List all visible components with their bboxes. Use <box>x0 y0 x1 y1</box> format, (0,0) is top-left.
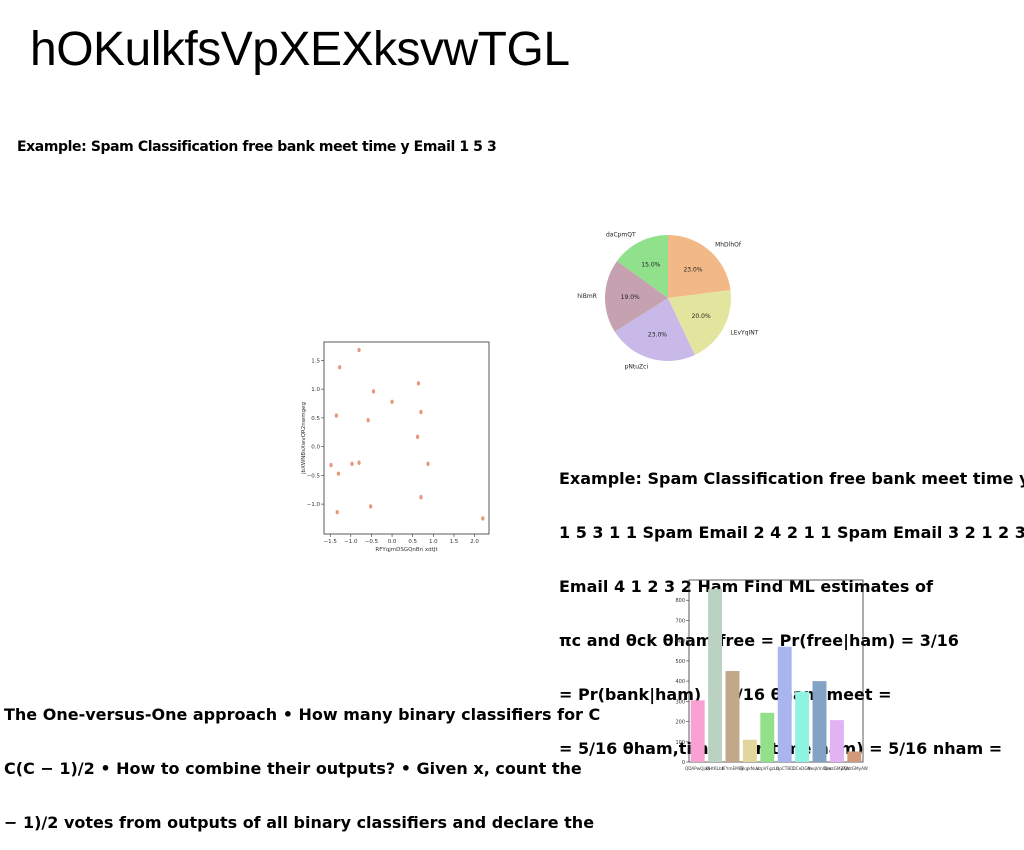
scatter-point <box>366 417 370 423</box>
scatter-point <box>336 471 341 476</box>
scatter-point <box>371 389 376 394</box>
text-line: C(C − 1)/2 • How to combine their output… <box>4 759 582 778</box>
y-tick-label: 400 <box>675 679 685 685</box>
scatter-point <box>481 516 485 521</box>
pie-slice <box>668 235 731 298</box>
scatter-point <box>329 462 333 468</box>
bar <box>742 739 757 762</box>
pie-pct-label: 20.0% <box>692 313 711 320</box>
bar-chart: 0 100 200 300 400 500 600 700 800 QDAPwQjaNQHtRLb… <box>675 579 868 771</box>
scatter-point <box>357 347 361 353</box>
y-tick-label: 700 <box>675 618 685 624</box>
y-tick-label: 0.5 <box>311 416 320 422</box>
bar <box>760 712 775 762</box>
x-tick-label: 1.0 <box>429 539 438 545</box>
x-tick-label: 0.5 <box>408 539 417 545</box>
pie-pct-label: 23.0% <box>683 267 702 274</box>
y-tick-label: 1.0 <box>311 387 320 393</box>
x-tick-label: IFYmEMBJ <box>722 766 743 771</box>
pie-pct-label: 23.0% <box>648 331 667 338</box>
y-tick-label: 300 <box>675 699 685 705</box>
one-vs-one-text: The One-versus-One approach • How many b… <box>4 670 600 850</box>
pie-category-label: pNtuZci <box>625 363 649 370</box>
scatter-point <box>419 495 423 500</box>
page-title: hOKulkfsVpXEXksvwTGL <box>30 23 570 76</box>
x-tick-label: −1.5 <box>324 539 338 545</box>
x-tick-label: DCeDGm <box>792 766 811 771</box>
pie-category-label: hiBmR <box>577 293 597 300</box>
bar <box>690 700 705 762</box>
scatter-point <box>334 413 338 418</box>
text-line: Example: Spam Classification free bank m… <box>559 469 1024 488</box>
scatter-point <box>338 365 342 370</box>
x-tick-label: −0.5 <box>365 539 379 545</box>
scatter-point <box>416 381 421 386</box>
y-tick-label: 200 <box>675 720 685 726</box>
pie-pct-label: 19.0% <box>621 294 640 301</box>
pie-category-label: MhDlhOf <box>715 242 742 249</box>
text-line: πc and θck θham,free = Pr(free|ham) = 3/… <box>559 631 959 650</box>
text-line: Email 4 1 2 3 2 Ham Find ML estimates of <box>559 577 933 596</box>
pie-pct-label: 15.0% <box>641 261 660 268</box>
text-line: The One-versus-One approach • How many b… <box>4 705 601 724</box>
page-subtitle: Example: Spam Classification free bank m… <box>17 139 497 155</box>
y-tick-label: 600 <box>675 639 685 645</box>
bar <box>829 720 844 762</box>
pie-slice <box>605 260 668 332</box>
y-tick-label: 1.5 <box>311 358 320 364</box>
scatter-point <box>350 461 354 467</box>
y-axis-label: jbXWNBsXwvQR2nwmgeg <box>301 402 307 475</box>
bar <box>777 646 792 762</box>
text-line: 1 5 3 1 1 Spam Email 2 4 2 1 1 Spam Emai… <box>559 523 1024 542</box>
bar <box>795 691 810 762</box>
x-tick-label: QmzGMyAW <box>824 766 850 771</box>
y-tick-label: −1.0 <box>307 502 321 508</box>
pie-category-label: daCpmQT <box>606 232 636 239</box>
plot-frame <box>323 341 490 535</box>
x-tick-label: ZQnzGMyAW <box>841 766 868 771</box>
x-tick-label: SkgkNuo <box>741 766 760 771</box>
pie-slice <box>614 298 695 361</box>
scatter-point <box>390 399 394 404</box>
y-tick-label: 0.0 <box>311 445 320 451</box>
pie-slice <box>668 290 731 356</box>
y-tick-label: 100 <box>675 740 685 746</box>
text-line: − 1)/2 votes from outputs of all binary … <box>4 813 595 832</box>
x-tick-label: QHtRLbb <box>706 766 725 771</box>
bar <box>847 751 862 762</box>
bar <box>725 671 740 762</box>
y-tick-label: −0.5 <box>307 473 321 479</box>
y-tick-label: 500 <box>675 659 685 665</box>
x-tick-label: NeqVmOsw <box>807 766 832 771</box>
x-tick-label: QDAPwQjaN <box>685 766 710 771</box>
scatter-point <box>369 504 373 509</box>
x-tick-label: QpCTBD <box>776 766 794 771</box>
pie-chart: 23.0% MhDlhOf 20.0% LEvYqINT 23.0% pNtuZci 19.… <box>577 232 759 371</box>
x-tick-label: 0.0 <box>388 539 397 545</box>
pie-category-label: LEvYqINT <box>730 329 758 336</box>
bar <box>708 589 723 762</box>
scatter-point <box>419 409 423 415</box>
scatter-point <box>416 434 420 440</box>
plot-frame <box>688 579 864 763</box>
x-tick-label: 2.0 <box>470 539 479 545</box>
scatter-point <box>426 461 430 467</box>
scatter-point <box>335 509 339 515</box>
y-tick-label: 0 <box>682 760 685 766</box>
x-tick-label: −1.0 <box>344 539 358 545</box>
y-tick-label: 800 <box>675 598 685 604</box>
scatter-point <box>357 460 361 465</box>
x-tick-label: VzpVFgzLo <box>756 766 779 771</box>
x-tick-label: 1.5 <box>450 539 459 545</box>
x-axis-label: RFYqjmDSGQnBn xdtJt <box>375 547 438 553</box>
pie-slice <box>617 235 668 298</box>
bar <box>812 681 827 762</box>
scatter-chart: −1.5 −1.0 −0.5 0.0 0.5 1.0 1.5 2.0 −1.0 −0.5 0.0 0.… <box>301 341 490 553</box>
